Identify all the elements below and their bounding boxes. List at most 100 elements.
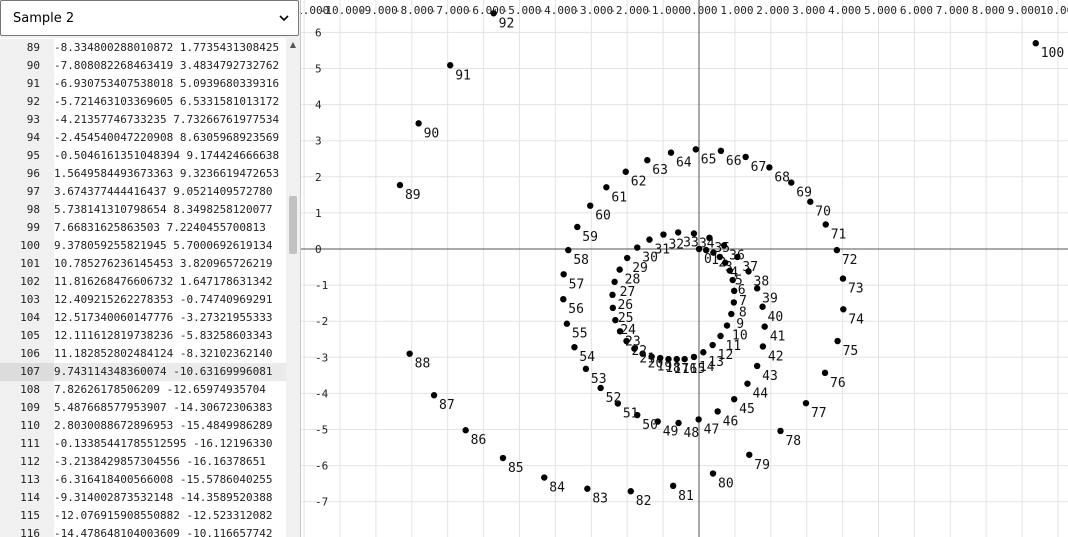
editor-line[interactable]: 104 12.517340060147776 -3.27321955333 (0, 309, 286, 327)
editor-line[interactable]: 115 -12.076915908550882 -12.523312082 (0, 507, 286, 525)
y-tick-label: -1 (315, 279, 328, 292)
data-point-label: 83 (592, 492, 608, 507)
x-tick-label: -3.000 (573, 4, 613, 17)
line-text: -5.721463103369605 6.5331581013172 (54, 95, 280, 108)
editor-scrollbar[interactable]: ▲ (286, 38, 300, 537)
editor-line[interactable]: 114 -9.314002873532148 -14.3589520388 (0, 489, 286, 507)
data-point-label: 66 (726, 154, 742, 169)
editor-line[interactable]: 95 -0.5046161351048394 9.174424666638 (0, 147, 286, 165)
data-point-label: 54 (579, 350, 595, 365)
data-point-label: 19 (657, 360, 673, 375)
data-point-label: 70 (815, 205, 831, 220)
data-point (654, 418, 661, 425)
editor-line[interactable]: 91 -6.930753407538018 5.0939680339316 (0, 75, 286, 93)
editor-line[interactable]: 98 5.738141310798654 8.3498258120077 (0, 201, 286, 219)
chevron-down-icon (279, 15, 289, 22)
editor-line[interactable]: 99 7.66831625863503 7.2240455700813 (0, 219, 286, 237)
data-point (759, 303, 766, 310)
data-point-label: 28 (625, 273, 641, 288)
line-text: 12.517340060147776 -3.27321955333 (54, 311, 273, 324)
data-point (802, 399, 810, 407)
editor-line[interactable]: 106 11.182852802484124 -8.32102362140 (0, 345, 286, 363)
data-point (415, 120, 422, 127)
data-point-label: 73 (848, 282, 864, 297)
data-point-label: 13 (708, 355, 724, 370)
editor-line[interactable]: 101 10.785276236145453 3.820965726219 (0, 255, 286, 273)
line-text: 3.674377444416437 9.0521409572780 (54, 185, 273, 198)
editor-line[interactable]: 92 -5.721463103369605 6.5331581013172 (0, 93, 286, 111)
data-point-label: 32 (668, 238, 684, 253)
editor-line[interactable]: 111 -0.13385441785512595 -16.12196330 (0, 435, 286, 453)
editor-line[interactable]: 100 9.378059255821945 5.7000692619134 (0, 237, 286, 255)
data-point (657, 354, 664, 362)
x-tick-label: 10.000 (1040, 4, 1068, 17)
y-tick-label: 6 (315, 26, 322, 39)
data-point (730, 395, 738, 403)
data-point (609, 291, 616, 299)
line-text: -14.478648104003609 -10.116657742 (54, 527, 273, 537)
data-point (709, 470, 717, 477)
data-point-label: 63 (652, 163, 668, 178)
scatter-plot[interactable]: -11.000-10.000-9.000-8.000-7.000-6.000-5… (301, 0, 1068, 537)
editor-line[interactable]: 97 3.674377444416437 9.0521409572780 (0, 183, 286, 201)
x-tick-label: 2.000 (756, 4, 789, 17)
editor-line[interactable]: 94 -2.454540047220908 8.6305968923569 (0, 129, 286, 147)
data-point-label: 84 (549, 481, 565, 496)
data-point-label: 24 (620, 323, 636, 338)
editor-line[interactable]: 107 9.743114348360074 -10.63169996081 (0, 363, 286, 381)
data-point-label: 46 (723, 414, 739, 429)
data-point (753, 285, 761, 292)
data-point (674, 229, 682, 236)
y-tick-label: 3 (315, 135, 322, 148)
data-point (612, 316, 619, 324)
data-point (584, 485, 591, 492)
line-text: -7.808082268463419 3.4834792732762 (54, 59, 280, 72)
data-point (574, 223, 581, 231)
data-point-label: 89 (405, 188, 421, 203)
data-point (597, 384, 604, 392)
editor-line[interactable]: 102 11.816268476606732 1.647178631342 (0, 273, 286, 291)
data-point (667, 149, 675, 156)
data-point-label: 41 (770, 330, 786, 345)
data-point-label: 91 (455, 68, 471, 83)
data-point-label: 85 (508, 461, 524, 476)
data-point (710, 249, 717, 256)
editor-line[interactable]: 93 -4.21357746733235 7.73266761977534 (0, 111, 286, 129)
editor-line[interactable]: 113 -6.316418400566008 -15.5786040255 (0, 471, 286, 489)
editor-line[interactable]: 112 -3.2138429857304556 -16.16378651 (0, 453, 286, 471)
sample-dropdown[interactable]: Sample 2 (0, 0, 299, 36)
data-point (709, 341, 716, 349)
data-point-label: 77 (811, 406, 827, 421)
data-point-label: 57 (569, 277, 585, 292)
scroll-up-arrow-icon[interactable]: ▲ (289, 40, 297, 49)
editor-line[interactable]: 90 -7.808082268463419 3.4834792732762 (0, 57, 286, 75)
data-point-label: 74 (848, 312, 864, 327)
editor-line[interactable]: 110 2.8030088672896953 -15.4849986289 (0, 417, 286, 435)
editor-line[interactable]: 109 5.487668577953907 -14.30672306383 (0, 399, 286, 417)
data-point-label: 82 (636, 494, 652, 509)
data-point (730, 287, 738, 295)
data-point (706, 234, 713, 242)
editor-line[interactable]: 105 12.111612819738236 -5.83258603343 (0, 327, 286, 345)
data-point-label: 15 (690, 362, 706, 377)
data-point-label: 45 (739, 402, 755, 417)
data-point (726, 267, 734, 274)
line-text: -0.5046161351048394 9.174424666638 (54, 149, 280, 162)
line-number: 110 (0, 417, 54, 435)
editor-line[interactable]: 116 -14.478648104003609 -10.116657742 (0, 525, 286, 537)
editor-line[interactable]: 108 7.82626178506209 -12.65974935704 (0, 381, 286, 399)
data-point (761, 323, 768, 330)
editor-line[interactable]: 103 12.409215262278353 -0.74740969291 (0, 291, 286, 309)
data-point (695, 245, 703, 253)
editor-line[interactable]: 89 -8.334800288010872 1.7735431308425 (0, 39, 286, 57)
data-point (681, 355, 688, 363)
data-point (614, 400, 622, 407)
scrollbar-thumb[interactable] (289, 196, 297, 254)
data-point (821, 369, 829, 377)
data-point (690, 353, 698, 361)
line-text: 11.182852802484124 -8.32102362140 (54, 347, 273, 360)
data-point (822, 221, 829, 228)
editor-line[interactable]: 96 1.5649584493673363 9.3236619472653 (0, 165, 286, 183)
data-point (609, 304, 617, 312)
data-text-editor[interactable]: 89 -8.334800288010872 1.7735431308425 90 -7… (0, 38, 286, 537)
